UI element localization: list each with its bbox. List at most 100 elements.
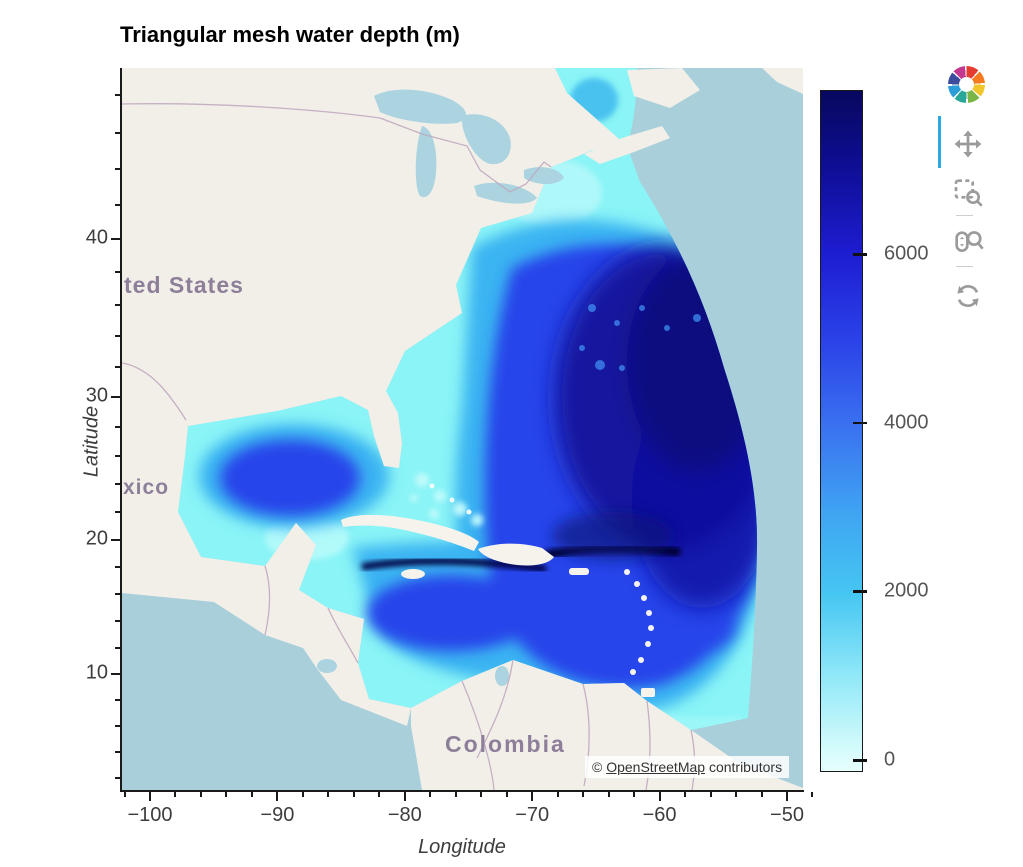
wheel-zoom-tool-button[interactable] xyxy=(952,226,984,258)
x-minor-tick xyxy=(760,792,763,797)
y-minor-tick xyxy=(115,131,120,134)
x-minor-tick xyxy=(327,792,330,797)
x-minor-tick xyxy=(429,792,432,797)
great-lakes xyxy=(317,89,564,686)
x-tick-label: −70 xyxy=(515,804,550,826)
y-minor-tick xyxy=(115,425,120,428)
pan-tool-button[interactable] xyxy=(952,128,984,160)
y-major-tick xyxy=(111,238,120,241)
depth-colorbar xyxy=(820,90,863,772)
reset-icon xyxy=(957,285,979,307)
y-minor-tick xyxy=(115,303,120,306)
x-minor-tick xyxy=(352,792,355,797)
y-minor-tick xyxy=(115,511,120,514)
map-label-mexico: xico xyxy=(123,476,170,499)
y-axis-title: Latitude xyxy=(80,405,103,478)
y-minor-tick xyxy=(115,454,120,457)
pan-icon xyxy=(954,130,982,158)
basemap-and-mesh xyxy=(122,68,803,790)
map-plot-area[interactable]: −100 −90 −80 −70 −60 −50 10 20 30 40 Longitude L… xyxy=(81,68,814,858)
y-major-tick xyxy=(111,673,120,675)
colorbar-tick xyxy=(853,759,867,762)
x-minor-tick xyxy=(123,792,126,797)
y-minor-tick xyxy=(115,93,120,96)
y-minor-tick xyxy=(115,646,120,649)
plot-title: Triangular mesh water depth (m) xyxy=(120,22,460,47)
y-minor-tick xyxy=(115,168,120,171)
x-major-tick xyxy=(786,792,788,801)
y-major-tick xyxy=(111,396,120,399)
active-tool-indicator xyxy=(938,116,941,168)
y-major-tick xyxy=(111,539,120,542)
x-minor-tick xyxy=(301,792,304,797)
x-minor-tick xyxy=(174,792,177,797)
x-minor-tick xyxy=(225,792,228,797)
x-minor-tick xyxy=(556,792,559,797)
y-minor-tick xyxy=(115,483,120,486)
colorbar-tick xyxy=(853,421,867,425)
box-zoom-tool-button[interactable] xyxy=(952,176,984,208)
openstreetmap-link[interactable]: OpenStreetMap xyxy=(606,759,706,775)
x-major-tick xyxy=(149,792,151,801)
x-minor-tick xyxy=(582,792,585,797)
x-minor-tick xyxy=(505,792,508,797)
x-minor-tick xyxy=(480,792,483,797)
map-label-united-states: ted States xyxy=(124,272,244,298)
y-axis-line xyxy=(120,68,122,792)
x-minor-tick xyxy=(709,792,712,797)
y-minor-tick xyxy=(115,335,120,338)
y-minor-tick xyxy=(115,751,120,754)
map-label-colombia: Colombia xyxy=(445,731,566,757)
x-axis-title: Longitude xyxy=(418,836,506,858)
colorbar-tick-label: 4000 xyxy=(884,411,929,434)
y-minor-tick xyxy=(115,566,120,569)
colorbar-tick xyxy=(853,253,867,256)
x-major-tick xyxy=(658,792,661,801)
x-tick-label: −100 xyxy=(127,804,173,826)
x-minor-tick xyxy=(454,792,457,797)
x-minor-tick xyxy=(250,792,253,797)
y-minor-tick xyxy=(115,203,120,206)
x-tick-label: −90 xyxy=(260,804,295,826)
attribution-suffix: contributors xyxy=(705,759,783,775)
y-minor-tick xyxy=(115,593,120,596)
x-minor-tick xyxy=(378,792,381,797)
box-zoom-icon xyxy=(954,179,983,207)
x-major-tick xyxy=(276,792,279,801)
wheel-zoom-icon xyxy=(955,231,984,252)
y-minor-tick xyxy=(115,366,120,369)
trench-streaks xyxy=(361,512,681,573)
x-axis-line xyxy=(120,790,804,792)
map-attribution: © OpenStreetMap contributors xyxy=(585,756,790,778)
x-tick-label: −60 xyxy=(642,804,677,826)
caribbean-islands xyxy=(341,483,655,697)
colorbar-tick-label: 6000 xyxy=(884,242,929,265)
colorbar-tick-label: 0 xyxy=(884,748,896,771)
colorbar-tick xyxy=(853,590,867,593)
bokeh-logo-icon[interactable] xyxy=(948,66,985,103)
x-minor-tick xyxy=(684,792,687,797)
colorbar-tick-label: 2000 xyxy=(884,579,929,602)
x-minor-tick xyxy=(199,792,202,797)
shallow-bank-speckles xyxy=(410,473,483,526)
x-major-tick xyxy=(531,792,534,801)
y-tick-label: 40 xyxy=(85,226,108,249)
x-tick-label: −50 xyxy=(770,804,804,826)
y-minor-tick xyxy=(115,271,120,274)
y-minor-tick xyxy=(115,699,120,702)
y-tick-label: 20 xyxy=(85,527,108,550)
y-minor-tick xyxy=(115,777,120,780)
x-minor-tick xyxy=(633,792,636,797)
attribution-prefix: © xyxy=(592,759,607,775)
x-tick-label: −80 xyxy=(387,804,422,826)
x-minor-tick xyxy=(735,792,738,797)
toolbar-separator xyxy=(956,266,973,267)
y-minor-tick xyxy=(115,620,120,623)
toolbar-separator xyxy=(956,215,973,216)
x-minor-tick xyxy=(607,792,610,797)
x-minor-tick xyxy=(811,792,814,797)
y-tick-label: 30 xyxy=(85,384,108,407)
y-minor-tick xyxy=(115,725,120,728)
reset-tool-button[interactable] xyxy=(952,280,984,312)
y-tick-label: 10 xyxy=(85,661,108,684)
